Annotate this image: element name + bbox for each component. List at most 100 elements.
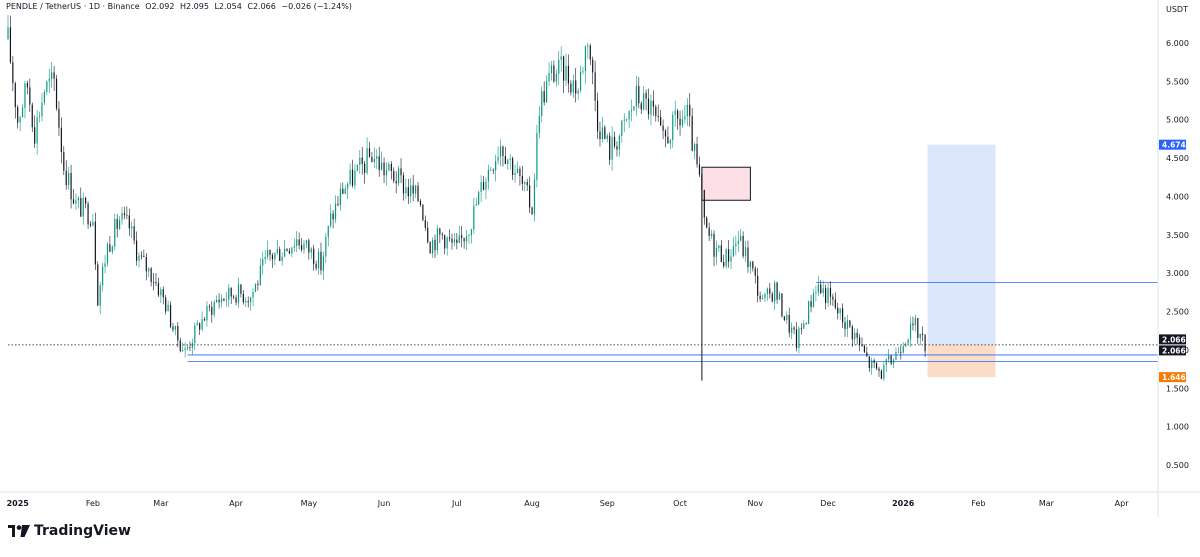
currency-unit-label[interactable]: USDT — [1166, 5, 1188, 14]
candle-body-127 — [315, 263, 317, 269]
candle-body-182 — [448, 237, 451, 239]
candle-body-160 — [395, 180, 397, 184]
x-tick-label-5: Jun — [377, 499, 391, 508]
candle-body-362 — [885, 359, 887, 365]
candle-body-194 — [478, 191, 480, 205]
stop-zone — [927, 344, 996, 378]
candle-body-350 — [856, 332, 858, 338]
candle-body-83 — [208, 306, 210, 307]
candle-body-261 — [640, 103, 642, 110]
candle-body-219 — [538, 115, 540, 133]
candle-body-206 — [507, 159, 509, 164]
candle-body-252 — [618, 135, 620, 150]
candle-body-134 — [332, 213, 334, 220]
candle-body-266 — [652, 100, 654, 107]
candle-body-273 — [669, 140, 671, 144]
candle-body-31 — [82, 197, 84, 217]
symbol-header: PENDLE / TetherUS · 1D · Binance O2.092 … — [6, 2, 355, 11]
candle-body-202 — [497, 156, 499, 161]
candle-body-201 — [495, 160, 497, 171]
candle-body-52 — [133, 226, 135, 241]
candle-body-231 — [567, 65, 570, 84]
candle-body-162 — [400, 168, 402, 176]
candle-body-33 — [87, 203, 89, 225]
candle-body-174 — [429, 242, 431, 254]
candle-body-185 — [456, 239, 458, 243]
candle-body-243 — [596, 100, 599, 132]
candle-body-128 — [317, 251, 320, 269]
candle-body-68 — [172, 326, 174, 330]
candle-body-281 — [689, 104, 691, 117]
candle-body-86 — [216, 299, 218, 303]
target-price-badge-text: 4.674 — [1162, 141, 1186, 150]
candle-body-293 — [718, 245, 720, 248]
candle-body-274 — [672, 114, 674, 141]
candle-body-22 — [60, 127, 62, 153]
candle-body-354 — [866, 352, 868, 357]
candle-body-14 — [41, 102, 43, 117]
candle-body-208 — [512, 158, 514, 175]
candle-body-184 — [453, 239, 456, 243]
candle-body-136 — [337, 203, 339, 206]
candle-body-253 — [621, 120, 623, 136]
candle-body-372 — [909, 323, 912, 340]
candle-body-360 — [880, 370, 883, 379]
candle-body-148 — [366, 148, 368, 173]
candle-body-47 — [121, 213, 123, 220]
candle-body-282 — [691, 116, 693, 151]
candle-body-15 — [43, 92, 45, 103]
candle-body-287 — [703, 190, 705, 218]
tradingview-brand[interactable]: TradingView — [8, 523, 131, 539]
candle-body-79 — [199, 323, 201, 330]
candle-body-229 — [562, 56, 565, 81]
candle-body-255 — [626, 119, 628, 121]
candle-body-191 — [470, 229, 472, 236]
candle-body-135 — [334, 203, 337, 220]
candle-body-192 — [473, 205, 475, 230]
candle-body-317 — [776, 282, 778, 300]
candle-body-311 — [761, 298, 764, 300]
candle-body-283 — [694, 143, 696, 151]
candle-body-356 — [871, 360, 873, 368]
candle-body-347 — [849, 320, 851, 327]
candle-body-228 — [560, 56, 562, 60]
candle-body-340 — [832, 296, 834, 300]
symbol-title[interactable]: PENDLE / TetherUS · 1D · Binance — [6, 2, 140, 11]
candle-body-343 — [839, 308, 841, 314]
candle-body-351 — [858, 337, 861, 345]
candle-body-188 — [463, 237, 465, 242]
y-tick-label-0: 6.000 — [1166, 39, 1189, 48]
candle-body-90 — [225, 299, 227, 301]
candle-body-338 — [827, 287, 829, 303]
candle-body-304 — [744, 247, 747, 257]
candle-body-303 — [742, 235, 744, 257]
candle-body-110 — [274, 252, 276, 260]
candle-body-306 — [749, 261, 752, 267]
candle-body-144 — [356, 164, 358, 171]
candle-body-348 — [851, 326, 853, 340]
candle-body-312 — [764, 293, 766, 299]
candle-body-157 — [388, 163, 390, 171]
candle-body-239 — [587, 45, 589, 47]
candle-body-241 — [592, 59, 594, 73]
candle-body-115 — [286, 248, 288, 251]
y-tick-label-10: 1.000 — [1166, 423, 1189, 432]
candle-body-73 — [184, 348, 186, 351]
candle-body-63 — [160, 289, 162, 296]
candle-body-145 — [359, 157, 361, 165]
candle-body-170 — [419, 201, 422, 205]
candle-body-131 — [325, 237, 327, 257]
candle-body-23 — [63, 152, 65, 171]
candle-body-272 — [667, 136, 669, 144]
candle-body-200 — [492, 169, 494, 171]
candle-body-38 — [99, 285, 101, 306]
candle-body-39 — [102, 266, 104, 286]
candle-body-254 — [623, 119, 625, 121]
y-tick-label-9: 1.500 — [1166, 384, 1189, 393]
x-tick-label-6: Jul — [451, 499, 462, 508]
y-tick-label-4: 4.000 — [1166, 192, 1189, 201]
candle-body-365 — [892, 359, 895, 364]
candle-body-189 — [465, 235, 468, 242]
